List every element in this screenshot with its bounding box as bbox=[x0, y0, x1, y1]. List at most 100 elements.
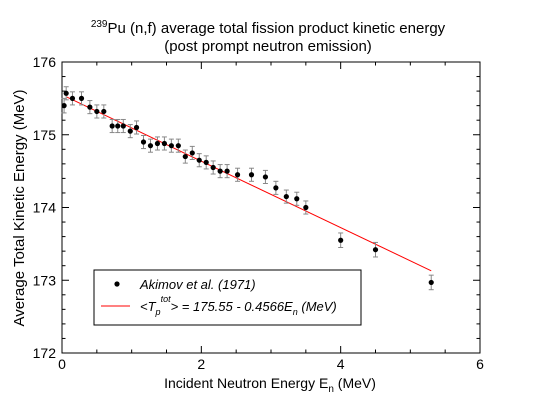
data-point bbox=[120, 118, 126, 134]
data-point bbox=[168, 138, 174, 153]
data-marker bbox=[248, 172, 255, 178]
data-marker bbox=[175, 143, 181, 149]
data-marker bbox=[161, 140, 168, 147]
data-point bbox=[294, 191, 300, 206]
data-point bbox=[338, 232, 344, 249]
data-point bbox=[283, 189, 289, 204]
x-tick-label: 6 bbox=[476, 356, 484, 372]
data-point bbox=[63, 86, 69, 101]
y-tick-labels: 172 173 174 175 176 bbox=[33, 54, 57, 361]
data-marker bbox=[127, 128, 133, 134]
data-marker bbox=[78, 95, 85, 101]
fit-line-layer bbox=[66, 96, 432, 272]
data-point bbox=[273, 180, 279, 195]
data-marker bbox=[120, 123, 126, 129]
data-point bbox=[78, 91, 85, 106]
data-point bbox=[182, 149, 188, 164]
data-point bbox=[248, 167, 255, 182]
data-point bbox=[262, 169, 269, 184]
data-point bbox=[69, 91, 76, 106]
fit-label-lt: <T bbox=[140, 299, 157, 314]
axis-ticks bbox=[61, 61, 481, 354]
data-point bbox=[133, 120, 140, 135]
data-point bbox=[154, 136, 161, 151]
data-point bbox=[161, 136, 168, 151]
data-marker bbox=[154, 140, 161, 147]
x-tick-label: 2 bbox=[197, 356, 205, 372]
data-point bbox=[127, 124, 133, 139]
fit-label-eq: > = 175.55 - 0.4566E bbox=[171, 299, 293, 314]
data-point bbox=[101, 104, 107, 119]
fit-label-sub: p bbox=[155, 307, 161, 317]
fit-label-sup: tot bbox=[161, 294, 172, 304]
y-axis-label: Average Total Kinetic Energy (MeV) bbox=[11, 89, 28, 326]
x-tick-label: 0 bbox=[58, 356, 66, 372]
data-marker bbox=[63, 90, 69, 96]
data-point bbox=[189, 145, 195, 160]
data-point bbox=[372, 241, 379, 258]
data-marker bbox=[147, 143, 154, 149]
legend-marker-data bbox=[114, 281, 120, 287]
data-point bbox=[147, 138, 154, 153]
x-axis-label: Incident Neutron Energy En (MeV) bbox=[164, 375, 376, 395]
title-superscript: 239 bbox=[91, 19, 108, 30]
data-point bbox=[87, 100, 93, 115]
data-point bbox=[224, 164, 230, 179]
x-axis-label-unit: (MeV) bbox=[334, 375, 376, 391]
data-marker bbox=[140, 139, 147, 145]
fit-line bbox=[66, 96, 432, 272]
data-marker bbox=[115, 123, 121, 129]
data-marker bbox=[338, 237, 344, 243]
data-marker bbox=[283, 193, 289, 200]
data-point bbox=[210, 160, 216, 175]
data-marker bbox=[87, 104, 93, 110]
data-marker bbox=[203, 159, 209, 165]
legend-label-data: Akimov et al. (1971) bbox=[139, 277, 256, 292]
data-marker bbox=[168, 143, 174, 149]
x-tick-labels: 0 2 4 6 bbox=[58, 356, 484, 372]
y-tick-label: 174 bbox=[33, 200, 57, 216]
y-tick-label: 173 bbox=[33, 272, 57, 288]
data-marker bbox=[101, 108, 107, 115]
x-tick-label: 4 bbox=[337, 356, 345, 372]
data-point bbox=[234, 167, 241, 182]
data-point bbox=[61, 97, 67, 114]
data-point bbox=[94, 104, 100, 119]
data-point bbox=[203, 155, 209, 170]
data-marker bbox=[61, 103, 67, 109]
y-tick-label: 176 bbox=[33, 54, 57, 70]
data-marker bbox=[234, 172, 241, 178]
fit-label-unit: (MeV) bbox=[298, 299, 337, 314]
data-point bbox=[196, 153, 202, 168]
x-axis-label-sub: n bbox=[328, 384, 334, 395]
legend-box bbox=[93, 269, 362, 326]
y-tick-label: 175 bbox=[33, 127, 57, 143]
data-point bbox=[217, 164, 223, 179]
data-marker bbox=[182, 153, 188, 160]
data-point bbox=[428, 274, 434, 291]
data-marker bbox=[94, 108, 100, 115]
data-marker bbox=[196, 157, 202, 163]
data-point bbox=[109, 118, 115, 134]
data-point bbox=[115, 118, 121, 134]
legend: Akimov et al. (1971) <Tptot> = 175.55 - … bbox=[93, 269, 362, 326]
data-marker bbox=[273, 185, 279, 191]
data-marker bbox=[372, 247, 379, 253]
data-point bbox=[140, 134, 147, 150]
data-marker bbox=[262, 174, 269, 180]
data-marker bbox=[217, 168, 223, 174]
y-tick-label: 172 bbox=[33, 345, 57, 361]
chart-title-line2: (post prompt neutron emission) bbox=[164, 38, 372, 55]
legend-label-fit: <Tptot> = 175.55 - 0.4566En (MeV) bbox=[140, 294, 337, 317]
data-marker bbox=[303, 204, 309, 211]
chart-title-line1: 239Pu (n,f) average total fission produc… bbox=[91, 19, 446, 37]
data-point bbox=[303, 200, 309, 215]
data-marker bbox=[109, 123, 115, 129]
data-marker bbox=[224, 168, 230, 174]
fit-label-esub: n bbox=[293, 307, 298, 317]
data-point bbox=[175, 138, 181, 153]
data-marker bbox=[69, 95, 76, 101]
data-marker bbox=[133, 124, 140, 131]
data-marker bbox=[428, 279, 434, 286]
